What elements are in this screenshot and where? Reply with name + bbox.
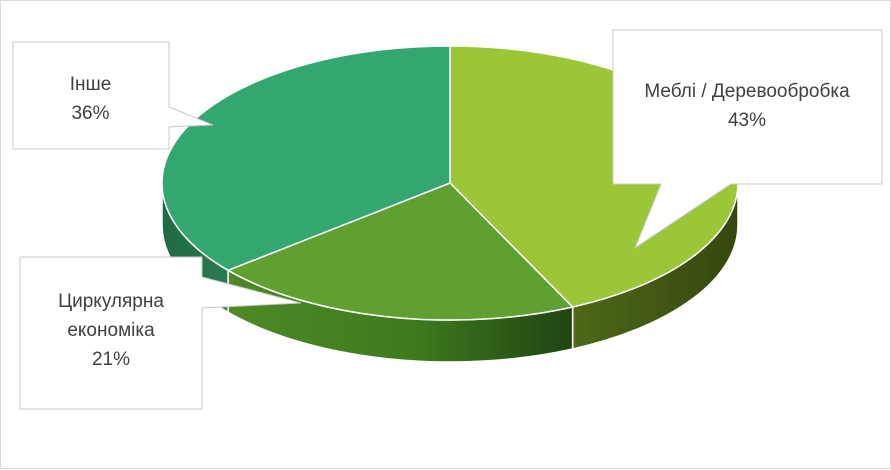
callout-name: Меблі / Деревообробка [644, 81, 850, 102]
callout-box-circular [19, 256, 302, 410]
callout-value: 43% [727, 110, 767, 131]
callout-label-other: Інше 36% [13, 70, 168, 128]
callout-name: Циркулярна [58, 291, 164, 312]
callout-label-furniture: Меблі / Деревообробка 43% [613, 77, 881, 135]
callout-name: економіка [67, 320, 155, 341]
callout-box-furniture [612, 29, 883, 250]
callout-value: 36% [71, 103, 110, 124]
callout-value: 21% [91, 349, 131, 370]
callout-label-circular: Циркулярна економіка 21% [20, 287, 202, 374]
callout-box-other [12, 41, 214, 150]
callout-name: Інше [69, 74, 112, 95]
pie-slice-2 [226, 182, 575, 321]
